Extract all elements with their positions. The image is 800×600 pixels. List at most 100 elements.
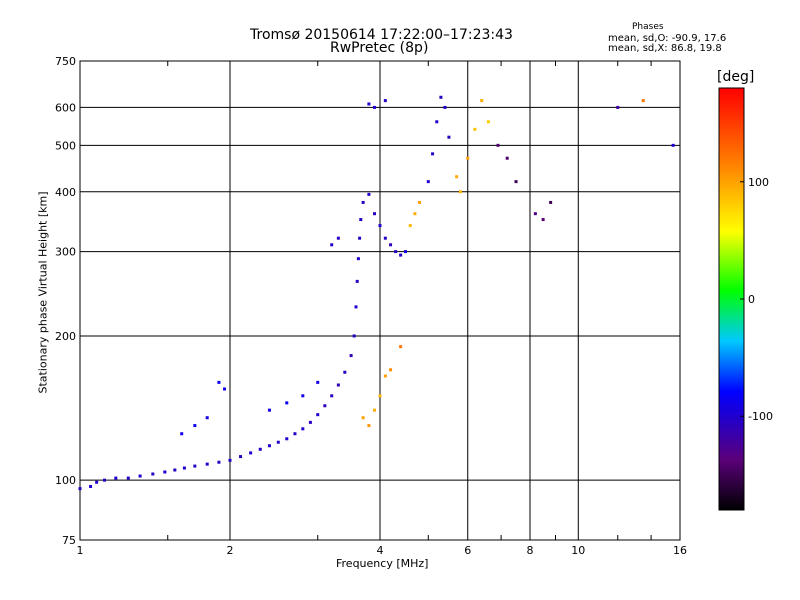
data-point — [356, 257, 360, 261]
colorbar-gradient — [718, 87, 745, 511]
y-tick-label: 300 — [55, 246, 76, 259]
data-point — [316, 380, 320, 384]
data-point — [330, 394, 334, 398]
data-point — [514, 180, 518, 184]
data-point — [413, 212, 417, 216]
data-point — [276, 440, 280, 444]
x-tick-label: 8 — [527, 544, 534, 557]
y-tick-label: 75 — [62, 534, 76, 547]
colorbar-label: [deg] — [717, 69, 755, 85]
data-point — [267, 408, 271, 412]
phases-x-stats: mean, sd,X: 86.8, 19.8 — [608, 43, 722, 54]
data-point — [301, 394, 305, 398]
data-point — [389, 368, 393, 372]
data-point — [217, 380, 221, 384]
x-tick-label: 10 — [571, 544, 585, 557]
data-point — [249, 451, 253, 455]
data-point — [399, 345, 403, 349]
data-point — [533, 212, 537, 216]
data-point — [383, 374, 387, 378]
data-point — [343, 370, 347, 374]
data-point — [373, 105, 377, 109]
data-point — [383, 236, 387, 240]
data-point — [267, 444, 271, 448]
data-point — [228, 458, 232, 462]
chart-title-line1: Tromsø 20150614 17:22:00–17:23:43 — [250, 27, 513, 43]
data-point — [616, 105, 620, 109]
data-point — [367, 192, 371, 196]
phases-o-stats: mean, sd,O: -90.9, 17.6 — [608, 33, 727, 44]
data-point — [95, 480, 99, 484]
data-point — [239, 455, 243, 459]
y-tick-label: 600 — [55, 101, 76, 114]
data-point — [163, 470, 167, 474]
data-point — [435, 120, 439, 124]
data-point — [103, 478, 107, 482]
axes: 1 2 4 6 8 10 16 75 100 200 300 400 500 600 750 — [55, 55, 687, 557]
data-point — [417, 200, 421, 204]
x-axis-label: Frequency [MHz] — [336, 557, 429, 570]
x-tick-label: 2 — [227, 544, 234, 557]
data-point — [458, 190, 462, 194]
data-point — [403, 250, 407, 254]
data-point — [349, 354, 353, 358]
x-tick-label: 6 — [464, 544, 471, 557]
data-point — [367, 102, 371, 106]
data-point — [293, 432, 297, 436]
data-point — [308, 420, 312, 424]
data-point — [205, 416, 209, 420]
data-point — [180, 432, 184, 436]
data-point — [439, 95, 443, 99]
data-points — [78, 95, 675, 491]
phases-header: Phases — [632, 22, 664, 32]
colorbar-tick-label: -100 — [748, 410, 773, 423]
data-point — [223, 387, 227, 391]
y-tick-label: 500 — [55, 139, 76, 152]
data-point — [367, 424, 371, 428]
data-point — [151, 472, 155, 476]
y-tick-label: 100 — [55, 474, 76, 487]
data-point — [285, 437, 289, 441]
data-point — [378, 224, 382, 228]
data-point — [336, 383, 340, 387]
data-point — [447, 135, 451, 139]
data-point — [336, 236, 340, 240]
data-point — [361, 200, 365, 204]
y-tick-label: 750 — [55, 55, 76, 68]
data-point — [78, 487, 82, 491]
data-point — [173, 468, 177, 472]
data-point — [378, 394, 382, 398]
data-point — [193, 464, 197, 468]
y-tick-label: 200 — [55, 330, 76, 343]
data-point — [355, 279, 359, 283]
data-point — [480, 99, 484, 103]
data-point — [316, 413, 320, 417]
data-point — [358, 236, 362, 240]
data-point — [641, 99, 645, 103]
data-point — [473, 127, 477, 131]
data-point — [361, 416, 365, 420]
data-point — [373, 408, 377, 412]
data-point — [399, 253, 403, 257]
data-point — [138, 474, 142, 478]
x-tick-label: 1 — [77, 544, 84, 557]
data-point — [89, 484, 93, 488]
data-point — [352, 334, 356, 338]
data-point — [443, 105, 447, 109]
data-point — [193, 424, 197, 428]
data-point — [431, 152, 435, 156]
data-point — [389, 243, 393, 247]
colorbar: 100 0 -100 — [718, 87, 773, 511]
data-point — [383, 99, 387, 103]
data-point — [541, 218, 545, 222]
data-point — [354, 305, 358, 309]
data-point — [549, 200, 553, 204]
data-point — [285, 401, 289, 405]
colorbar-tick-label: 0 — [748, 293, 755, 306]
data-point — [466, 156, 470, 160]
data-point — [671, 143, 675, 147]
data-point — [217, 460, 221, 464]
chart-title-line2: RwPretec (8p) — [330, 40, 429, 56]
data-point — [359, 218, 363, 222]
